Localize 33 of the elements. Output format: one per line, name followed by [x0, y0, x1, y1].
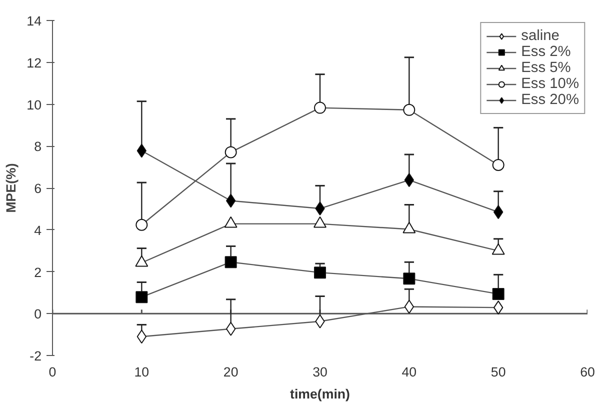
point	[224, 256, 237, 268]
y-axis-title: MPE(%)	[4, 163, 19, 213]
legend-label: saline	[521, 28, 560, 44]
legend-label: Ess 2%	[521, 44, 571, 60]
x-axis-title: time(min)	[290, 386, 350, 402]
y-tick-label: 0	[34, 306, 42, 322]
y-tick-label: 10	[26, 97, 42, 112]
x-tick-label: 60	[580, 364, 595, 380]
x-tick-label: 20	[223, 364, 238, 380]
legend-label: Ess 20%	[521, 92, 579, 108]
x-tick-label: 10	[134, 364, 150, 380]
point	[224, 146, 237, 158]
y-tick-label: 4	[34, 222, 42, 238]
legend-label: Ess 10%	[521, 76, 579, 92]
y-tick-label: 12	[26, 55, 42, 70]
point	[403, 272, 416, 285]
point	[136, 291, 148, 304]
point	[136, 218, 148, 231]
x-tick-label: 0	[48, 364, 56, 380]
point	[492, 158, 504, 171]
y-tick-label: 14	[26, 14, 42, 28]
x-tick-label: 30	[312, 364, 328, 380]
y-tick-label: 6	[34, 181, 42, 196]
x-tick-label: 40	[402, 364, 417, 380]
point	[403, 104, 416, 116]
y-tick-label: -2	[30, 348, 42, 364]
point	[314, 102, 326, 114]
x-tick-label: 50	[490, 364, 506, 380]
y-tick-label: 8	[34, 139, 42, 154]
point	[492, 288, 504, 300]
legend-label: Ess 5%	[521, 60, 571, 76]
y-tick-label: 2	[34, 264, 42, 280]
point	[314, 266, 326, 279]
